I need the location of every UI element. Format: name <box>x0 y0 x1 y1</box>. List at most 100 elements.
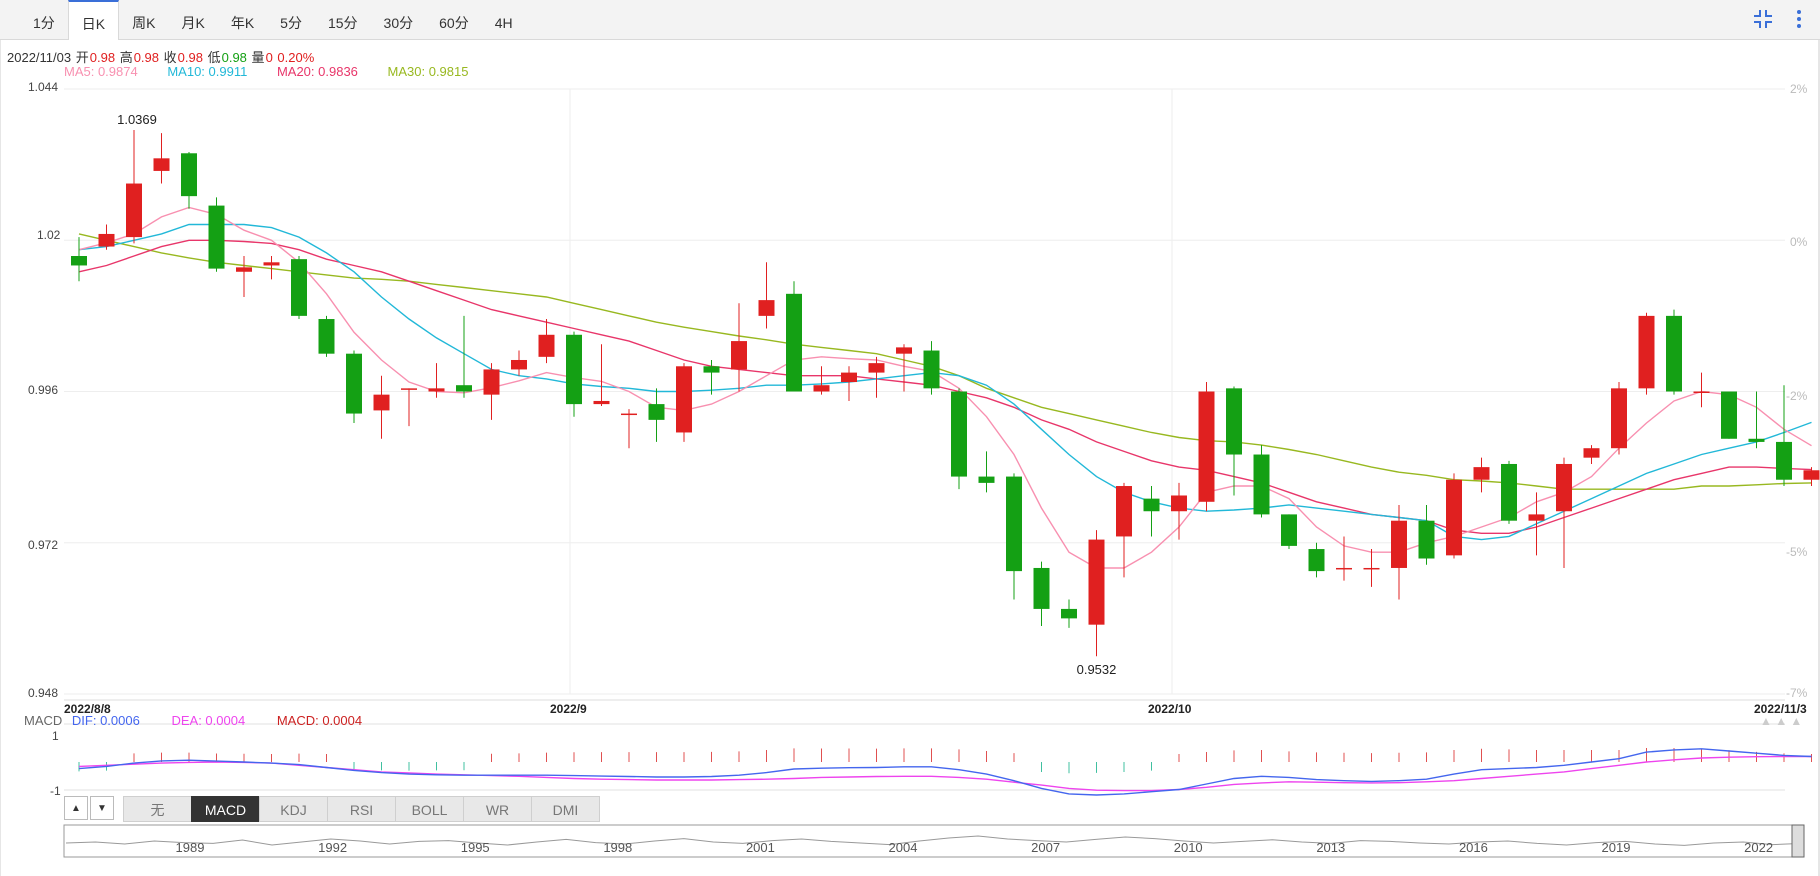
macd-legend: MACD DIF: 0.0006 DEA: 0.0004 MACD: 0.000… <box>24 713 362 728</box>
indicator-tab-boll[interactable]: BOLL <box>395 796 464 822</box>
candle-body <box>1693 391 1710 393</box>
pct-tick-m7: -7% <box>1786 686 1808 700</box>
dea-legend: DEA: 0.0004 <box>171 713 246 728</box>
candle-body <box>1501 463 1517 521</box>
candle-body <box>868 363 885 373</box>
tab-daily[interactable]: 日K <box>67 0 120 40</box>
candle-body <box>1748 438 1765 442</box>
x-tick-sep: 2022/9 <box>550 702 587 716</box>
candle-body <box>428 388 445 392</box>
info-close-label: 收 <box>163 50 177 65</box>
candle-body <box>978 476 995 483</box>
tab-5min[interactable]: 5分 <box>280 15 302 31</box>
candle-body <box>951 391 967 477</box>
candle-body <box>1638 315 1655 389</box>
candle-body <box>1721 391 1737 439</box>
ma-legend: MA5: 0.9874 MA10: 0.9911 MA20: 0.9836 MA… <box>64 64 494 79</box>
indicator-tab-dmi[interactable]: DMI <box>531 796 600 822</box>
ma30-legend: MA30: 0.9815 <box>387 64 469 79</box>
macd-title: MACD <box>24 713 63 728</box>
candle-body <box>318 319 335 354</box>
pct-tick-m5: -5% <box>1786 545 1808 559</box>
candle-body <box>373 394 390 411</box>
panel-up-button[interactable]: ▲ <box>64 796 88 820</box>
candle-body <box>1061 608 1077 619</box>
ma5-line <box>78 206 1812 569</box>
ohlc-info: 2022/11/03 开0.98 高0.98 收0.98 低0.98 量0 0.… <box>7 47 315 66</box>
candle-body <box>621 413 637 416</box>
candle-body <box>1666 315 1682 392</box>
indicator-tab-none[interactable]: 无 <box>123 796 192 822</box>
tab-30min[interactable]: 30分 <box>383 15 414 31</box>
navigator-year-label: 2007 <box>1031 840 1060 855</box>
more-options-icon[interactable] <box>1788 8 1810 30</box>
tab-weekly[interactable]: 周K <box>132 15 156 31</box>
info-low: 0.98 <box>221 50 247 65</box>
x-tick-oct: 2022/10 <box>1148 702 1192 716</box>
candle-body <box>1336 567 1352 570</box>
candle-body <box>98 233 115 247</box>
ma20-legend: MA20: 0.9836 <box>276 64 358 79</box>
indicator-tab-wr[interactable]: WR <box>463 796 532 822</box>
candle-body <box>1006 476 1022 572</box>
indicator-tab-macd[interactable]: MACD <box>191 796 260 822</box>
tab-4h[interactable]: 4H <box>494 15 513 31</box>
candle-body <box>1803 470 1820 480</box>
tab-yearly[interactable]: 年K <box>230 15 255 31</box>
candle-body <box>236 267 252 272</box>
navigator-year-label: 2016 <box>1459 840 1488 855</box>
pct-tick-m2: -2% <box>1786 389 1808 403</box>
candle-body <box>511 359 527 370</box>
ma30-line <box>78 233 1812 490</box>
info-vol: 0 <box>265 50 273 65</box>
info-date: 2022/11/03 <box>7 50 72 65</box>
candle-body <box>676 366 692 433</box>
navigator-year-label: 1995 <box>461 840 490 855</box>
dif-legend: DIF: 0.0006 <box>71 713 140 728</box>
candle-body <box>1446 479 1462 556</box>
info-low-label: 低 <box>207 50 221 65</box>
candle-body <box>1473 467 1490 480</box>
candle-body <box>648 404 665 420</box>
candle-body <box>923 350 940 389</box>
navigator-year-label: 1992 <box>318 840 347 855</box>
navigator-year-label: 2004 <box>889 840 918 855</box>
indicator-tab-kdj[interactable]: KDJ <box>259 796 328 822</box>
info-change: 0.20% <box>277 50 315 65</box>
candle-body <box>181 153 197 197</box>
candle-body <box>291 259 307 316</box>
navigator-line <box>65 835 1803 846</box>
candle-body <box>813 385 830 392</box>
candle-body <box>593 400 610 405</box>
indicator-tab-rsi[interactable]: RSI <box>327 796 396 822</box>
navigator-year-label: 1998 <box>603 840 632 855</box>
candle-body <box>1088 539 1105 625</box>
navigator-handle <box>1791 824 1805 858</box>
info-vol-label: 量 <box>251 50 265 65</box>
macd-scroll-arrows[interactable]: ▲ ▲ ▲ <box>1760 714 1803 728</box>
panel-down-button[interactable]: ▼ <box>90 796 114 820</box>
tab-monthly[interactable]: 月K <box>181 15 205 31</box>
period-tabs: 1分 日K 周K 月K 年K 5分 15分 30分 60分 4H <box>20 0 526 40</box>
fullscreen-icon[interactable] <box>1752 8 1774 30</box>
tab-1min[interactable]: 1分 <box>33 15 55 31</box>
tab-15min[interactable]: 15分 <box>327 15 358 31</box>
candle-body <box>1198 391 1215 502</box>
candle-body <box>841 372 857 383</box>
candle-body <box>1611 388 1627 449</box>
info-open-label: 开 <box>75 50 89 65</box>
dif-line <box>78 748 1812 796</box>
candle-body <box>1776 441 1792 480</box>
ma5-legend: MA5: 0.9874 <box>64 64 138 79</box>
macd-tick-1: 1 <box>52 729 59 743</box>
candle-body <box>1171 495 1187 512</box>
candle-body <box>1253 454 1270 515</box>
candle-body <box>896 347 912 354</box>
candle-body <box>1116 486 1132 537</box>
tab-60min[interactable]: 60分 <box>439 15 469 31</box>
candle-body <box>456 385 472 392</box>
max-price-label: 1.0369 <box>117 112 157 127</box>
candle-body <box>1391 520 1407 568</box>
candle-body <box>538 334 555 357</box>
navigator-year-label: 2010 <box>1174 840 1203 855</box>
